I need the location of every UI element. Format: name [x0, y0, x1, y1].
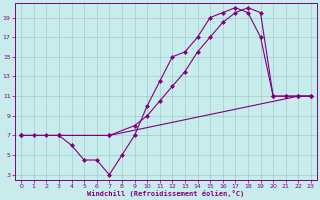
- X-axis label: Windchill (Refroidissement éolien,°C): Windchill (Refroidissement éolien,°C): [87, 190, 245, 197]
